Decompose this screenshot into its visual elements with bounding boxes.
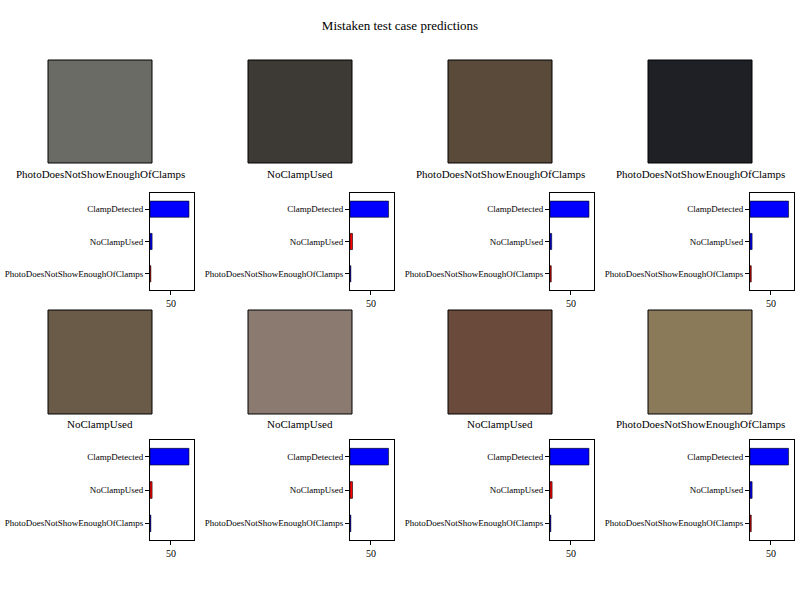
svg-text:50: 50 — [166, 298, 176, 309]
svg-text:PhotoDoesNotShowEnoughOfClamps: PhotoDoesNotShowEnoughOfClamps — [205, 269, 344, 279]
svg-text:ClampDetected: ClampDetected — [687, 204, 743, 214]
svg-text:NoClampUsed: NoClampUsed — [90, 485, 144, 495]
svg-text:NoClampUsed: NoClampUsed — [490, 237, 544, 247]
svg-text:ClampDetected: ClampDetected — [287, 204, 343, 214]
svg-text:PhotoDoesNotShowEnoughOfClamps: PhotoDoesNotShowEnoughOfClamps — [5, 518, 144, 528]
svg-text:50: 50 — [766, 548, 776, 559]
svg-text:ClampDetected: ClampDetected — [687, 452, 743, 462]
svg-text:PhotoDoesNotShowEnoughOfClamps: PhotoDoesNotShowEnoughOfClamps — [16, 168, 185, 180]
svg-text:ClampDetected: ClampDetected — [487, 204, 543, 214]
svg-text:NoClampUsed: NoClampUsed — [290, 485, 344, 495]
svg-text:NoClampUsed: NoClampUsed — [690, 485, 744, 495]
svg-text:50: 50 — [566, 548, 576, 559]
svg-text:NoClampUsed: NoClampUsed — [67, 418, 133, 430]
svg-text:ClampDetected: ClampDetected — [87, 452, 143, 462]
svg-text:ClampDetected: ClampDetected — [87, 204, 143, 214]
svg-text:NoClampUsed: NoClampUsed — [267, 168, 333, 180]
svg-text:PhotoDoesNotShowEnoughOfClamps: PhotoDoesNotShowEnoughOfClamps — [616, 168, 785, 180]
svg-text:PhotoDoesNotShowEnoughOfClamps: PhotoDoesNotShowEnoughOfClamps — [205, 518, 344, 528]
svg-text:Mistaken test case predictions: Mistaken test case predictions — [322, 18, 478, 33]
svg-text:PhotoDoesNotShowEnoughOfClamps: PhotoDoesNotShowEnoughOfClamps — [405, 269, 544, 279]
svg-text:NoClampUsed: NoClampUsed — [490, 485, 544, 495]
svg-text:ClampDetected: ClampDetected — [287, 452, 343, 462]
svg-text:50: 50 — [166, 548, 176, 559]
svg-text:50: 50 — [766, 298, 776, 309]
svg-text:NoClampUsed: NoClampUsed — [690, 237, 744, 247]
svg-text:ClampDetected: ClampDetected — [487, 452, 543, 462]
svg-text:PhotoDoesNotShowEnoughOfClamps: PhotoDoesNotShowEnoughOfClamps — [5, 269, 144, 279]
svg-text:NoClampUsed: NoClampUsed — [90, 237, 144, 247]
svg-text:PhotoDoesNotShowEnoughOfClamps: PhotoDoesNotShowEnoughOfClamps — [605, 518, 744, 528]
svg-text:NoClampUsed: NoClampUsed — [467, 418, 533, 430]
svg-text:NoClampUsed: NoClampUsed — [290, 237, 344, 247]
svg-text:50: 50 — [366, 298, 376, 309]
svg-text:50: 50 — [566, 298, 576, 309]
svg-text:PhotoDoesNotShowEnoughOfClamps: PhotoDoesNotShowEnoughOfClamps — [405, 518, 544, 528]
svg-text:NoClampUsed: NoClampUsed — [267, 418, 333, 430]
svg-text:PhotoDoesNotShowEnoughOfClamps: PhotoDoesNotShowEnoughOfClamps — [605, 269, 744, 279]
svg-text:PhotoDoesNotShowEnoughOfClamps: PhotoDoesNotShowEnoughOfClamps — [616, 418, 785, 430]
svg-text:50: 50 — [366, 548, 376, 559]
svg-text:PhotoDoesNotShowEnoughOfClamps: PhotoDoesNotShowEnoughOfClamps — [416, 168, 585, 180]
